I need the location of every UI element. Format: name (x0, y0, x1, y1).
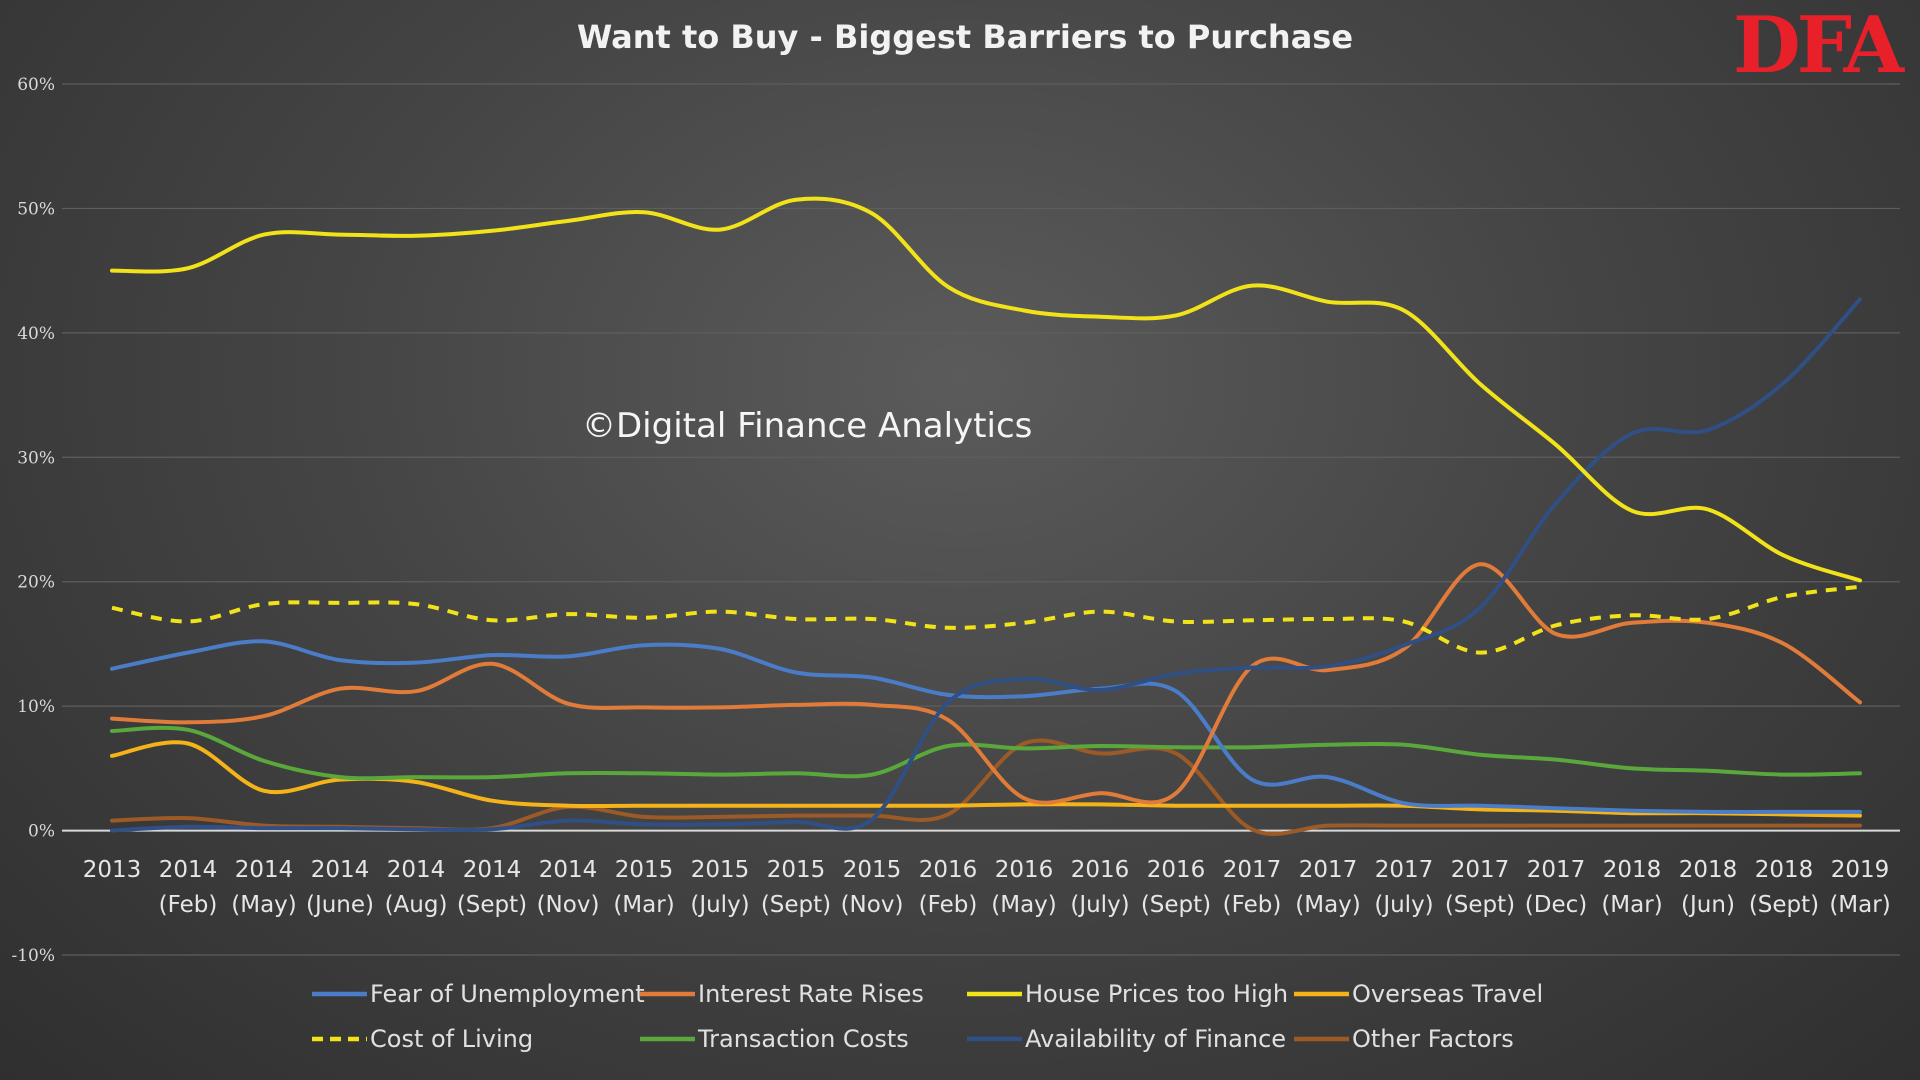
legend-label-interest-rate-rises: Interest Rate Rises (698, 980, 924, 1008)
x-tick-label: 2013 (83, 857, 142, 883)
series-line-transaction-costs (110, 725, 1862, 781)
x-tick-label: 2014 (Feb) (159, 857, 218, 918)
dfa-logo: DFA (1733, 0, 1905, 91)
x-tick-label: 2014 (June) (306, 857, 374, 918)
x-tick-label: 2017 (July) (1374, 857, 1433, 918)
x-tick-label: 2017 (Sept) (1445, 857, 1515, 918)
x-tick-label: 2015 (July) (690, 857, 749, 918)
series-line-fear-of-unemployment (110, 639, 1862, 814)
y-axis-ticks: -10% 0% 10% 20% 30% 40% 50% 60% (11, 75, 55, 966)
x-tick-label: 2017 (Feb) (1223, 857, 1282, 918)
series-line-other-factors (110, 738, 1862, 836)
x-tick-label: 2017 (Dec) (1525, 857, 1587, 918)
x-tick-label: 2015 (Nov) (841, 857, 904, 918)
x-tick-label: 2019 (Mar) (1829, 857, 1890, 918)
series-lines (110, 196, 1862, 836)
series-line-cost-of-living (111, 584, 1861, 655)
x-tick-label: 2018 (Jun) (1679, 857, 1738, 918)
x-tick-label: 2016 (Sept) (1141, 857, 1211, 918)
x-tick-label: 2018 (Sept) (1749, 857, 1819, 918)
x-tick-label: 2014 (Nov) (537, 857, 600, 918)
series-line-overseas-travel (110, 740, 1862, 818)
gridlines (62, 83, 1900, 956)
x-tick-label: 2014 (Sept) (457, 857, 527, 918)
legend-label-overseas-travel: Overseas Travel (1352, 980, 1543, 1008)
legend-label-transaction-costs: Transaction Costs (697, 1025, 909, 1053)
legend-label-house-prices-too-high: House Prices too High (1025, 980, 1288, 1008)
series-line-interest-rate-rises (110, 562, 1862, 805)
legend-label-cost-of-living: Cost of Living (370, 1025, 533, 1053)
x-tick-label: 2014 (Aug) (385, 857, 448, 918)
x-tick-label: 2016 (July) (1070, 857, 1129, 918)
series-line-house-prices-too-high (110, 196, 1862, 583)
y-tick-label: 20% (17, 573, 55, 593)
y-tick-label: 40% (17, 324, 55, 344)
legend: Fear of Unemployment Interest Rate Rises H… (312, 980, 1543, 1053)
x-tick-label: 2018 (Mar) (1601, 857, 1662, 918)
series-line-availability-of-finance (110, 297, 1862, 833)
legend-label-fear-of-unemployment: Fear of Unemployment (370, 980, 645, 1008)
x-tick-label: 2015 (Sept) (761, 857, 831, 918)
y-tick-label: -10% (11, 946, 55, 966)
y-tick-label: 10% (17, 697, 55, 717)
x-tick-label: 2014 (May) (231, 857, 297, 918)
x-tick-label: 2016 (Feb) (919, 857, 978, 918)
y-tick-label: 0% (28, 822, 55, 842)
chart-title: Want to Buy - Biggest Barriers to Purcha… (577, 18, 1353, 56)
y-tick-label: 50% (17, 199, 55, 219)
legend-label-other-factors: Other Factors (1352, 1025, 1514, 1053)
x-axis-ticks: 2013 2014 (Feb)2014 (May)2014 (June)2014 (Aug… (83, 857, 1891, 918)
legend-label-availability-of-finance: Availability of Finance (1025, 1025, 1286, 1053)
watermark-text: ©Digital Finance Analytics (582, 406, 1032, 446)
x-tick-label: 2017 (May) (1295, 857, 1361, 918)
y-tick-label: 30% (17, 448, 55, 468)
y-tick-label: 60% (17, 75, 55, 95)
x-tick-label: 2016 (May) (991, 857, 1057, 918)
x-tick-label: 2015 (Mar) (613, 857, 674, 918)
